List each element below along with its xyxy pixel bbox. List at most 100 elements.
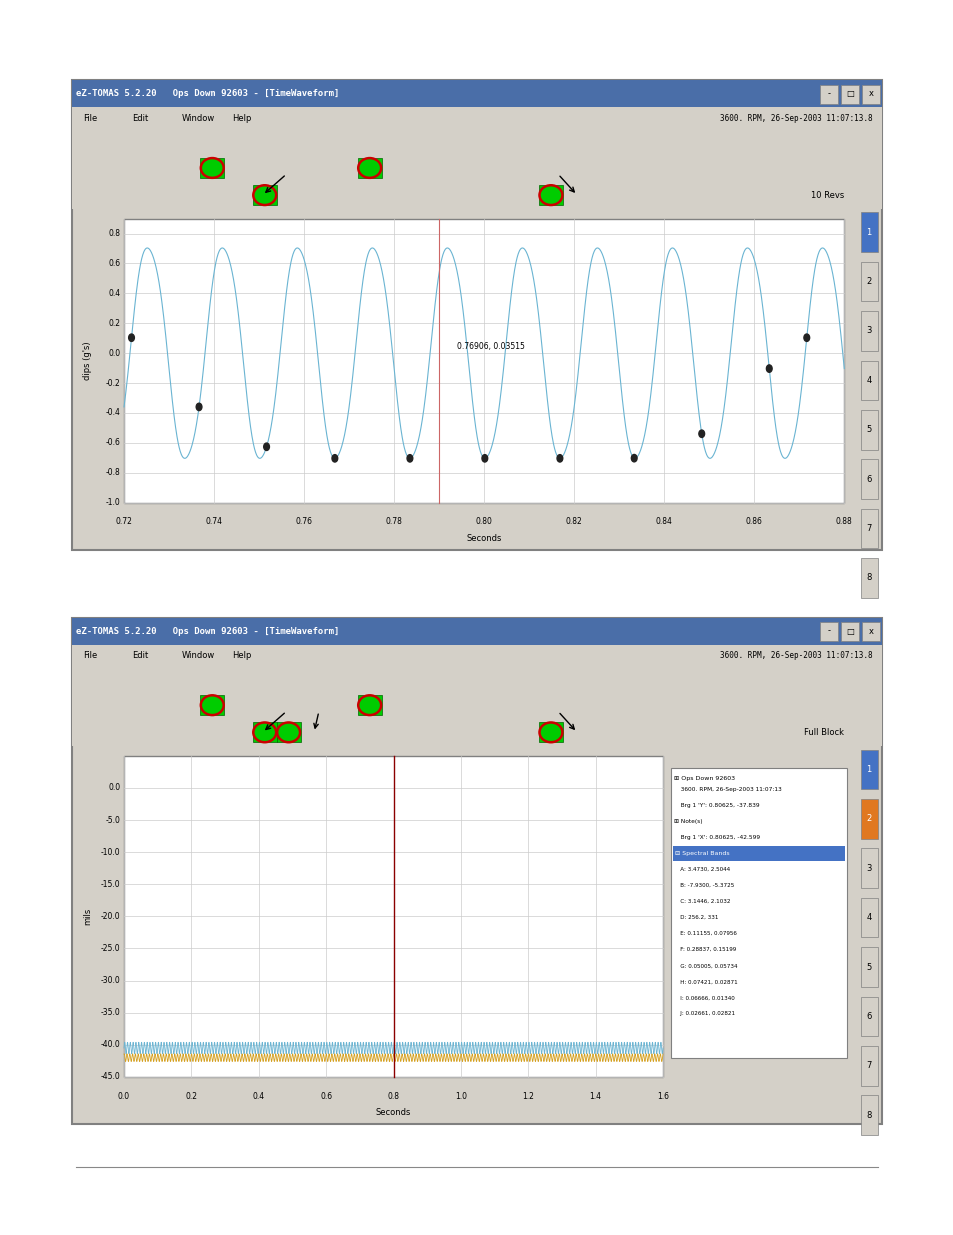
Text: Brg 1 'X': 0.80625, -42.599: Brg 1 'X': 0.80625, -42.599: [675, 835, 760, 840]
Text: Brg 1 'Y': 0.80625, -37.839: Brg 1 'Y': 0.80625, -37.839: [675, 803, 760, 808]
FancyBboxPatch shape: [860, 1046, 877, 1086]
FancyBboxPatch shape: [71, 692, 882, 719]
Text: 7: 7: [865, 524, 871, 534]
Text: 0.74: 0.74: [205, 517, 222, 526]
Text: 0.4: 0.4: [108, 289, 120, 298]
Text: □: □: [845, 89, 853, 99]
FancyBboxPatch shape: [253, 722, 276, 742]
Text: -25.0: -25.0: [100, 944, 120, 953]
Circle shape: [196, 403, 202, 410]
FancyBboxPatch shape: [357, 695, 381, 715]
Circle shape: [332, 454, 337, 462]
Text: 1: 1: [865, 227, 871, 237]
FancyBboxPatch shape: [860, 459, 877, 499]
FancyBboxPatch shape: [841, 85, 858, 104]
FancyBboxPatch shape: [71, 80, 882, 550]
FancyArrowPatch shape: [266, 713, 284, 730]
FancyBboxPatch shape: [253, 185, 276, 205]
Circle shape: [765, 364, 771, 372]
Text: 0.8: 0.8: [387, 1092, 399, 1100]
Text: -5.0: -5.0: [105, 815, 120, 825]
Text: 6: 6: [865, 1011, 871, 1021]
Text: G: 0.05005, 0.05734: G: 0.05005, 0.05734: [675, 963, 738, 968]
Text: 0.0: 0.0: [108, 348, 120, 358]
FancyBboxPatch shape: [862, 85, 879, 104]
Text: -15.0: -15.0: [100, 879, 120, 889]
Text: 3600. RPM, 26-Sep-2003 11:07:13: 3600. RPM, 26-Sep-2003 11:07:13: [675, 787, 781, 792]
Text: 1.4: 1.4: [589, 1092, 601, 1100]
Text: 3600. RPM, 26-Sep-2003 11:07:13.8: 3600. RPM, 26-Sep-2003 11:07:13.8: [720, 651, 872, 661]
FancyBboxPatch shape: [71, 154, 882, 182]
Text: -: -: [826, 626, 830, 636]
Text: -1.0: -1.0: [106, 498, 120, 508]
FancyBboxPatch shape: [71, 107, 882, 130]
Text: Help: Help: [232, 651, 251, 661]
FancyArrowPatch shape: [314, 714, 318, 729]
Text: 2: 2: [865, 277, 871, 287]
Circle shape: [129, 333, 134, 341]
FancyBboxPatch shape: [860, 997, 877, 1036]
Text: D: 256.2, 331: D: 256.2, 331: [675, 915, 719, 920]
FancyBboxPatch shape: [860, 212, 877, 252]
Text: -0.6: -0.6: [105, 438, 120, 447]
Text: 1.0: 1.0: [455, 1092, 466, 1100]
FancyBboxPatch shape: [860, 509, 877, 548]
Text: □: □: [845, 626, 853, 636]
Text: -40.0: -40.0: [100, 1040, 120, 1050]
Circle shape: [557, 454, 562, 462]
Text: 7: 7: [865, 1061, 871, 1071]
Text: -0.4: -0.4: [105, 409, 120, 417]
Circle shape: [803, 333, 809, 341]
FancyBboxPatch shape: [200, 158, 224, 178]
FancyBboxPatch shape: [860, 947, 877, 987]
Circle shape: [631, 454, 637, 462]
Text: B: -7.9300, -5.3725: B: -7.9300, -5.3725: [675, 883, 734, 888]
FancyBboxPatch shape: [860, 410, 877, 450]
Text: 8: 8: [865, 1110, 871, 1120]
FancyBboxPatch shape: [860, 311, 877, 351]
Text: File: File: [83, 114, 97, 124]
FancyArrowPatch shape: [559, 714, 574, 729]
Text: Window: Window: [182, 114, 215, 124]
FancyBboxPatch shape: [820, 622, 837, 641]
Text: Seconds: Seconds: [466, 534, 501, 542]
FancyBboxPatch shape: [672, 846, 844, 861]
FancyBboxPatch shape: [71, 182, 882, 209]
FancyBboxPatch shape: [841, 622, 858, 641]
Text: I: 0.06666, 0.01340: I: 0.06666, 0.01340: [675, 995, 735, 1000]
Text: 1.2: 1.2: [522, 1092, 534, 1100]
Text: 0.86: 0.86: [745, 517, 761, 526]
Text: -: -: [826, 89, 830, 99]
Text: File: File: [83, 651, 97, 661]
Text: eZ-TOMAS 5.2.20   Ops Down 92603 - [TimeWaveform]: eZ-TOMAS 5.2.20 Ops Down 92603 - [TimeWa…: [76, 626, 339, 636]
Text: Full Block: Full Block: [803, 727, 843, 737]
Text: Edit: Edit: [132, 114, 149, 124]
Text: -0.2: -0.2: [106, 379, 120, 388]
Text: ⊞ Note(s): ⊞ Note(s): [674, 819, 702, 824]
Text: 5: 5: [865, 425, 871, 435]
Text: 3600. RPM, 26-Sep-2003 11:07:13.8: 3600. RPM, 26-Sep-2003 11:07:13.8: [720, 114, 872, 124]
FancyBboxPatch shape: [71, 130, 882, 154]
Text: 0.80: 0.80: [476, 517, 492, 526]
Text: 0.84: 0.84: [655, 517, 672, 526]
Text: eZ-TOMAS 5.2.20   Ops Down 92603 - [TimeWaveform]: eZ-TOMAS 5.2.20 Ops Down 92603 - [TimeWa…: [76, 89, 339, 99]
FancyBboxPatch shape: [860, 750, 877, 789]
Text: 1.6: 1.6: [657, 1092, 668, 1100]
Text: 4: 4: [865, 913, 871, 923]
Text: A: 3.4730, 2.5044: A: 3.4730, 2.5044: [675, 867, 730, 872]
FancyBboxPatch shape: [860, 1095, 877, 1135]
FancyBboxPatch shape: [357, 158, 381, 178]
FancyBboxPatch shape: [276, 722, 300, 742]
Text: 0.6: 0.6: [320, 1092, 332, 1100]
FancyBboxPatch shape: [860, 262, 877, 301]
FancyBboxPatch shape: [124, 756, 662, 1077]
Text: 1: 1: [865, 764, 871, 774]
Text: 0.82: 0.82: [565, 517, 582, 526]
FancyBboxPatch shape: [860, 799, 877, 839]
Text: Help: Help: [232, 114, 251, 124]
FancyBboxPatch shape: [71, 618, 882, 1124]
FancyBboxPatch shape: [862, 622, 879, 641]
Text: ⊞ Ops Down 92603: ⊞ Ops Down 92603: [674, 776, 735, 781]
Text: 3: 3: [865, 326, 871, 336]
Text: dips (g's): dips (g's): [83, 341, 92, 380]
